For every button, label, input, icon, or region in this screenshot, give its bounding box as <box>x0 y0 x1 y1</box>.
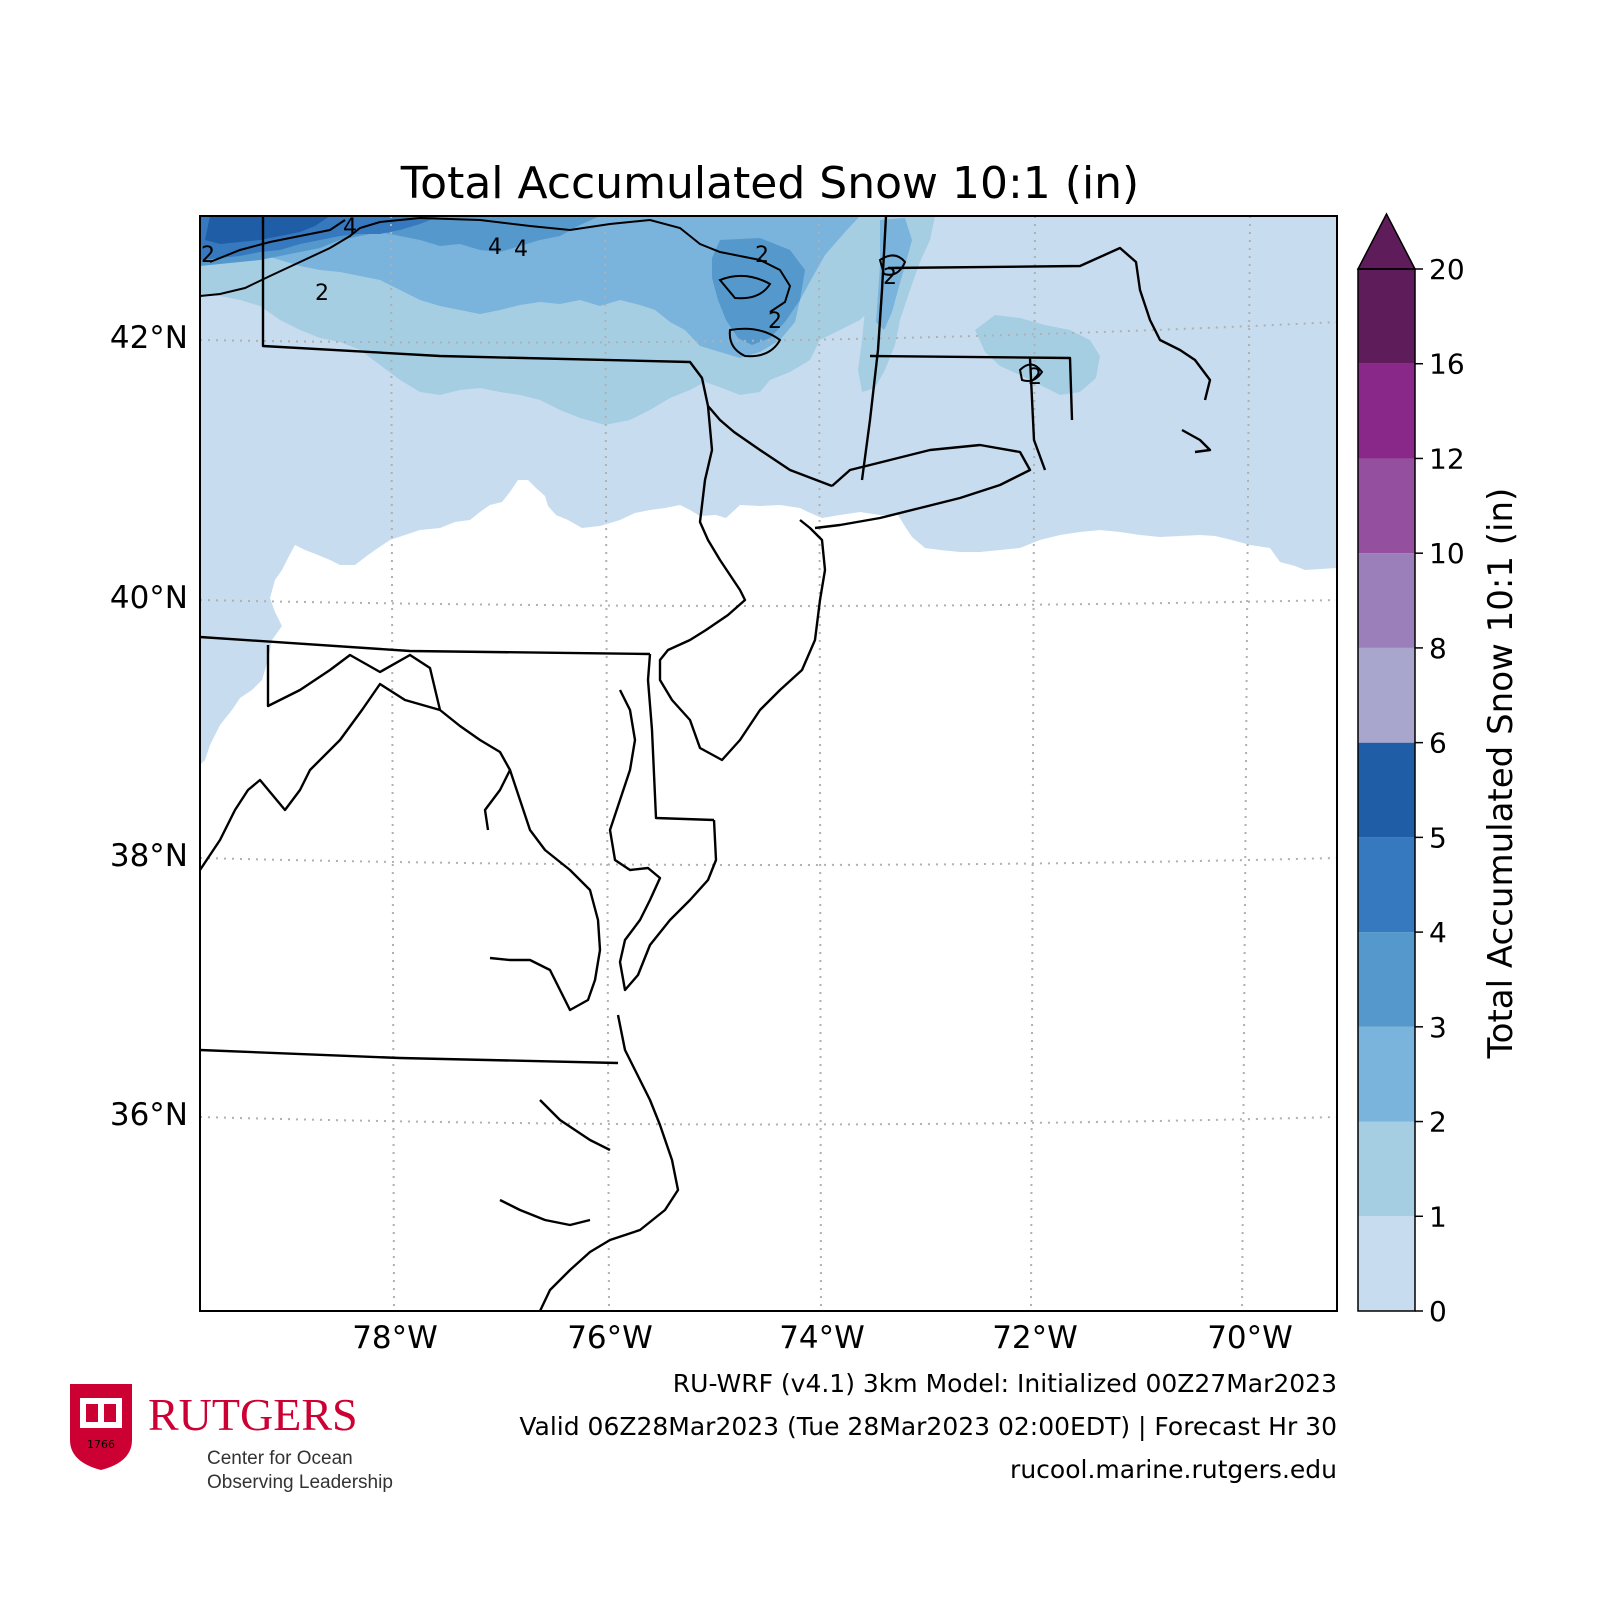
lon-label: 70°W <box>1207 1320 1293 1356</box>
svg-text:4: 4 <box>343 215 357 240</box>
snow-band-1-2-ne <box>975 315 1100 395</box>
map-frame <box>199 215 1338 1312</box>
colorbar-tick-label: 2 <box>1429 1106 1447 1139</box>
snow-fill-layers <box>200 216 1337 765</box>
colorbar-tick-label: 4 <box>1429 916 1447 949</box>
svg-text:2: 2 <box>883 265 897 290</box>
coastlines-and-borders <box>200 216 1212 1311</box>
colorbar-segment <box>1358 553 1415 648</box>
colorbar-tick-label: 12 <box>1429 442 1465 475</box>
logo-subtitle-1: Center for Ocean <box>207 1448 353 1469</box>
colorbar-segment <box>1358 932 1415 1027</box>
colorbar-tick-label: 1 <box>1429 1200 1447 1233</box>
colorbar-tick-label: 10 <box>1429 537 1465 570</box>
rutgers-wordmark: RUTGERS <box>148 1389 358 1440</box>
lon-label: 78°W <box>352 1320 438 1356</box>
snow-band-3-4-b <box>712 238 805 345</box>
colorbar-segment <box>1358 742 1415 838</box>
colorbar-tick-label: 5 <box>1429 821 1447 854</box>
footer-model-line: RU-WRF (v4.1) 3km Model: Initialized 00Z… <box>673 1369 1337 1398</box>
svg-text:2: 2 <box>768 309 782 334</box>
lat-label: 38°N <box>110 838 188 874</box>
svg-text:2: 2 <box>201 243 215 268</box>
lon-label: 72°W <box>992 1320 1078 1356</box>
lon-label: 74°W <box>779 1320 865 1356</box>
rutgers-logo: 1766 RUTGERS Center for Ocean Observing … <box>70 1384 393 1493</box>
contour-labels: 4 2 4 4 2 2 2 2 2 <box>201 215 1042 390</box>
colorbar-segment <box>1358 837 1415 933</box>
colorbar-segment <box>1358 647 1415 743</box>
svg-text:2: 2 <box>315 281 329 306</box>
colorbar-segment <box>1358 269 1415 364</box>
footer-url-line: rucool.marine.rutgers.edu <box>1010 1455 1337 1484</box>
map-panel: 4 2 4 4 2 2 2 2 2 <box>199 215 1338 1312</box>
colorbar-segment <box>1358 363 1415 459</box>
lat-label: 42°N <box>110 320 188 356</box>
graticule <box>200 216 1337 1311</box>
svg-text:1766: 1766 <box>87 1438 115 1451</box>
colorbar-segment <box>1358 458 1415 554</box>
colorbar-tick-label: 20 <box>1429 253 1465 286</box>
lat-label: 36°N <box>110 1097 188 1133</box>
lat-tick-labels: 42°N 40°N 38°N 36°N <box>110 320 188 1133</box>
colorbar-tick-label: 3 <box>1429 1011 1447 1044</box>
snow-contours <box>200 216 1044 382</box>
snow-band-5-6 <box>205 216 330 244</box>
svg-text:4: 4 <box>488 235 502 260</box>
colorbar-tick-label: 8 <box>1429 632 1447 665</box>
svg-text:4: 4 <box>514 237 528 262</box>
snow-band-2-3 <box>200 216 860 358</box>
colorbar-extend-arrow <box>1356 212 1417 270</box>
lon-tick-labels: 78°W 76°W 74°W 72°W 70°W <box>352 1320 1293 1356</box>
colorbar-segment <box>1358 1121 1415 1217</box>
footer-valid-line: Valid 06Z28Mar2023 (Tue 28Mar2023 02:00E… <box>519 1412 1337 1441</box>
colorbar-tick-label: 6 <box>1429 727 1447 760</box>
colorbar-frame <box>1357 268 1416 1312</box>
colorbar-segment <box>1358 1026 1415 1122</box>
rutgers-shield-icon: 1766 <box>70 1384 132 1470</box>
lon-label: 76°W <box>567 1320 653 1356</box>
lat-label: 40°N <box>110 580 188 616</box>
colorbar-label: Total Accumulated Snow 10:1 (in) <box>1481 488 1521 1060</box>
logo-subtitle-2: Observing Leadership <box>207 1472 393 1493</box>
svg-text:2: 2 <box>755 243 769 268</box>
colorbar-tick-label: 0 <box>1429 1295 1447 1328</box>
colorbar-tick-label: 16 <box>1429 348 1465 381</box>
map-title: Total Accumulated Snow 10:1 (in) <box>400 158 1139 209</box>
colorbar-segment <box>1358 1216 1415 1311</box>
